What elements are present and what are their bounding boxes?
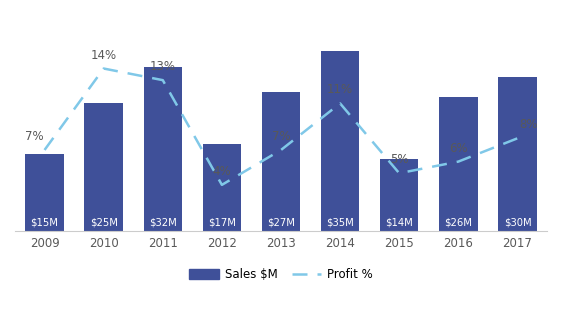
Text: 13%: 13%: [150, 60, 176, 73]
Text: 7%: 7%: [271, 130, 291, 143]
Text: 4%: 4%: [212, 165, 231, 178]
Text: 11%: 11%: [327, 83, 353, 96]
Bar: [25, 154, 64, 231]
Bar: [321, 51, 359, 231]
Text: $14M: $14M: [386, 217, 413, 227]
Bar: [203, 144, 241, 231]
Text: $25M: $25M: [90, 217, 117, 227]
Bar: [262, 92, 300, 231]
Text: 6%: 6%: [449, 142, 468, 155]
Text: $15M: $15M: [30, 217, 58, 227]
Text: $30M: $30M: [504, 217, 531, 227]
Bar: [84, 103, 123, 231]
Text: $17M: $17M: [208, 217, 236, 227]
Text: $26M: $26M: [445, 217, 472, 227]
Bar: [498, 77, 537, 231]
Text: $35M: $35M: [326, 217, 354, 227]
Bar: [143, 66, 182, 231]
Text: $32M: $32M: [149, 217, 176, 227]
Text: 14%: 14%: [90, 48, 117, 61]
Legend: Sales $M, Profit %: Sales $M, Profit %: [184, 264, 378, 286]
Bar: [439, 97, 478, 231]
Bar: [380, 159, 419, 231]
Text: $27M: $27M: [267, 217, 295, 227]
Text: 7%: 7%: [25, 130, 43, 143]
Text: 5%: 5%: [390, 153, 409, 166]
Text: 8%: 8%: [519, 118, 537, 131]
